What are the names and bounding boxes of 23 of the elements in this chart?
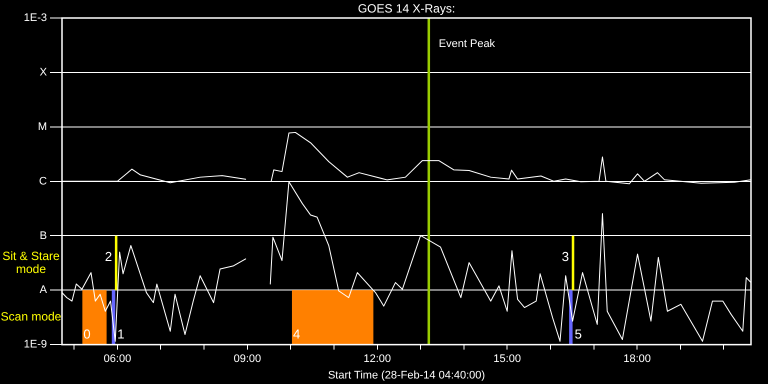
x-tick-label: 18:00 <box>623 353 651 366</box>
x-tick-label: 12:00 <box>364 353 392 366</box>
annotation: 2 <box>104 248 112 264</box>
chart-title: GOES 14 X-Rays: <box>358 1 456 16</box>
band-label: 5 <box>574 326 582 342</box>
y-tick-label: C <box>39 175 48 188</box>
y-tick-label: B <box>40 230 47 242</box>
annotation: 3 <box>562 248 570 264</box>
band-label: 0 <box>83 326 91 342</box>
band-label: 1 <box>117 326 124 342</box>
x-axis-title: Start Time (28-Feb-14 04:40:00) <box>328 369 486 382</box>
y-tick-label: M <box>38 120 47 133</box>
text: Scan mode <box>0 310 62 324</box>
y-tick-label: X <box>40 66 48 78</box>
x-tick-label: 09:00 <box>234 353 262 366</box>
y-tick-label: 1E-3 <box>24 12 47 24</box>
band-label: 4 <box>292 326 300 342</box>
y-tick-label: A <box>40 284 48 296</box>
ref-line-label: Event Peak <box>438 38 496 50</box>
x-tick-label: 15:00 <box>493 353 521 366</box>
text: Sit & Stare mode <box>2 248 60 276</box>
y-tick-label: 1E-9 <box>24 338 47 351</box>
x-tick-label: 06:00 <box>104 353 132 366</box>
